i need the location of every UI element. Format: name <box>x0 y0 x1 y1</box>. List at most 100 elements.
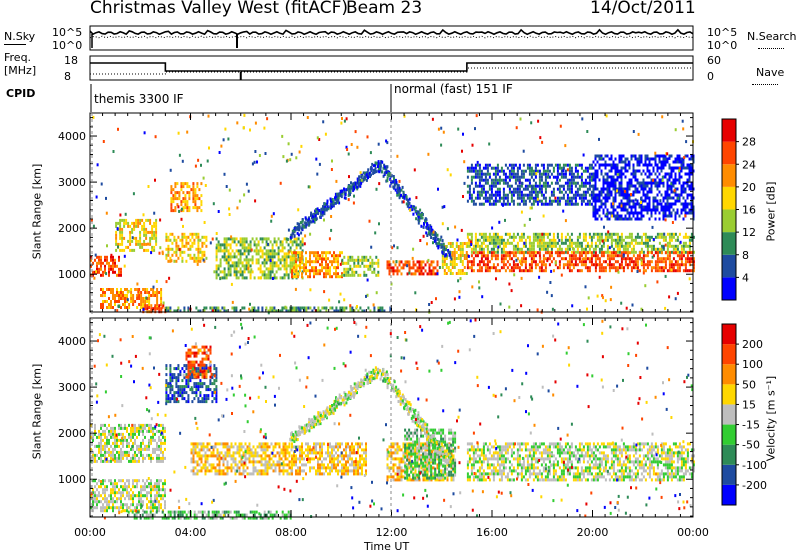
power-cell <box>353 273 356 277</box>
power-cell <box>120 270 122 274</box>
power-cell <box>119 224 122 228</box>
power-cell <box>612 196 615 200</box>
power-cell <box>470 254 473 258</box>
power-cell <box>522 187 525 191</box>
power-cell <box>233 261 236 265</box>
power-cell <box>616 238 619 242</box>
power-cell <box>309 232 312 236</box>
power-cell <box>544 196 547 200</box>
power-cell <box>217 273 220 277</box>
power-cell <box>102 291 104 294</box>
power-cell <box>618 217 621 221</box>
power-cell <box>592 250 595 254</box>
power-cell <box>217 264 220 268</box>
velocity-cell <box>94 444 96 448</box>
power-cell <box>496 163 499 167</box>
velocity-cell <box>110 426 112 430</box>
power-cell <box>239 243 242 247</box>
power-cell <box>642 263 645 267</box>
power-cell <box>686 184 689 188</box>
power-cell <box>333 201 336 205</box>
power-cell <box>504 244 507 248</box>
power-cell <box>614 166 617 170</box>
power-cell <box>253 276 256 280</box>
power-cell <box>662 163 665 167</box>
power-cell <box>624 263 627 267</box>
power-cell <box>631 303 634 307</box>
power-cell <box>177 244 180 248</box>
power-cell <box>508 178 511 182</box>
power-cell <box>528 184 531 188</box>
power-cell <box>516 202 519 206</box>
power-cell <box>504 175 507 179</box>
power-cell <box>644 208 647 212</box>
power-cell <box>98 258 100 262</box>
power-cell <box>453 254 456 257</box>
power-cell <box>528 269 531 273</box>
power-cell <box>548 238 551 242</box>
power-cell <box>608 257 611 261</box>
power-colorbar-tick-label: 8 <box>742 249 749 262</box>
power-cell <box>662 160 665 164</box>
power-cell <box>492 232 495 236</box>
power-cell <box>608 211 611 215</box>
power-cell <box>328 298 331 302</box>
power-cell <box>118 305 120 309</box>
power-cell <box>229 273 232 277</box>
velocity-cell <box>94 453 96 457</box>
power-cell <box>546 257 549 261</box>
power-cell <box>165 235 168 239</box>
power-cell <box>666 254 669 258</box>
power-cell <box>648 235 651 239</box>
power-cell <box>343 190 346 194</box>
power-cell <box>552 232 555 236</box>
power-cell <box>596 263 599 267</box>
power-cell <box>548 163 551 167</box>
power-cell <box>339 194 341 198</box>
power-cell <box>560 190 563 194</box>
power-cell <box>142 300 145 303</box>
power-cell <box>313 275 315 279</box>
power-cell <box>468 238 471 242</box>
power-cell <box>520 235 523 239</box>
power-cell <box>140 300 143 303</box>
power-cell <box>658 172 661 176</box>
power-cell <box>608 235 611 239</box>
power-cell <box>117 221 120 225</box>
power-cell <box>347 258 350 262</box>
power-colorbar-segment <box>722 209 736 233</box>
power-cell <box>372 164 375 168</box>
power-cell <box>415 217 418 221</box>
power-cell <box>119 227 122 231</box>
power-cell <box>146 288 149 291</box>
power-cell <box>556 172 559 176</box>
power-cell <box>104 267 106 271</box>
power-cell <box>550 190 553 194</box>
power-cell <box>558 166 561 170</box>
power-cell <box>255 309 258 313</box>
nave-label: Nave <box>756 66 785 79</box>
power-cell <box>110 253 113 257</box>
power-cell <box>96 261 98 265</box>
power-cell <box>624 202 627 206</box>
power-cell <box>406 260 409 264</box>
power-cell <box>514 181 517 185</box>
power-cell <box>145 233 148 237</box>
power-cell <box>516 241 519 245</box>
power-cell <box>267 249 270 253</box>
power-cell <box>682 190 685 194</box>
power-cell <box>642 241 645 245</box>
power-cell <box>223 276 226 280</box>
freq-label: Freq. <box>4 51 32 64</box>
power-cell <box>480 260 483 264</box>
power-cell <box>596 175 599 179</box>
power-cell <box>381 170 384 174</box>
power-cell <box>576 257 579 261</box>
power-cell <box>608 193 611 197</box>
power-cell <box>343 309 346 313</box>
power-cell <box>124 306 126 309</box>
power-cell <box>257 267 260 271</box>
power-cell <box>588 250 591 254</box>
power-cell <box>372 303 375 307</box>
power-cell <box>388 269 391 273</box>
